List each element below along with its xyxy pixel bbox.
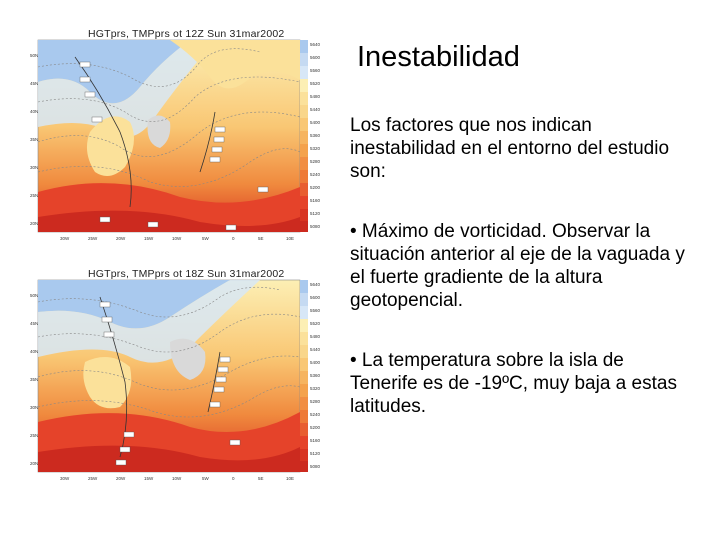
lon-tick: 10E [286, 476, 294, 481]
legend-label: 5640 [310, 282, 321, 287]
legend-label: 5240 [310, 172, 321, 177]
lon-tick: 10E [286, 236, 294, 241]
legend-label: 5600 [310, 55, 321, 60]
legend-label: 5600 [310, 295, 321, 300]
lon-tick: 5W [202, 236, 210, 241]
lat-tick: 35N [30, 377, 38, 382]
legend-label: 5320 [310, 386, 321, 391]
legend-label: 5080 [310, 224, 321, 229]
lon-tick: 25W [88, 236, 98, 241]
bullet-vorticity: • Máximo de vorticidad. Observar la situ… [350, 221, 685, 311]
color-legend [300, 40, 308, 232]
lat-tick: 20N [30, 221, 38, 226]
lat-tick: 50N [30, 53, 38, 58]
lon-tick: 30W [60, 236, 70, 241]
legend-label: 5240 [310, 412, 321, 417]
lon-tick: 5E [258, 476, 264, 481]
map-title: HGTprs, TMPprs ot 18Z Sun 31mar2002 [88, 268, 285, 280]
lat-tick: 50N [30, 293, 38, 298]
legend-label: 5160 [310, 198, 321, 203]
color-legend [300, 280, 308, 472]
legend-label: 5080 [310, 464, 321, 469]
legend-label: 5560 [310, 68, 321, 73]
legend-label: 5520 [310, 81, 321, 86]
legend-label: 5440 [310, 347, 321, 352]
lon-tick: 0 [232, 236, 235, 241]
lon-tick: 5E [258, 236, 264, 241]
weather-map-image: 5640 5600 5560 5520 5480 5440 5400 5360 … [30, 279, 321, 481]
lon-tick: 20W [116, 476, 126, 481]
lon-tick: 15W [144, 476, 154, 481]
lon-tick: 10W [172, 236, 182, 241]
lat-tick: 45N [30, 321, 38, 326]
slide-title: Inestabilidad [357, 41, 520, 73]
lat-tick: 40N [30, 109, 38, 114]
legend-label: 5120 [310, 211, 321, 216]
legend-label: 5440 [310, 107, 321, 112]
lon-tick: 0 [232, 476, 235, 481]
lat-tick: 20N [30, 461, 38, 466]
bullet-temperature: • La temperatura sobre la isla de Teneri… [350, 350, 677, 417]
legend-label: 5120 [310, 451, 321, 456]
intro-paragraph: Los factores que nos indican inestabilid… [350, 115, 670, 182]
weather-map-image: 5640 5600 5560 5520 5480 5440 5400 5360 … [30, 39, 321, 241]
lat-tick: 30N [30, 165, 38, 170]
lon-tick: 30W [60, 476, 70, 481]
legend-label: 5160 [310, 438, 321, 443]
legend-label: 5320 [310, 146, 321, 151]
lon-tick: 10W [172, 476, 182, 481]
legend-label: 5200 [310, 185, 321, 190]
legend-label: 5400 [310, 120, 321, 125]
lat-tick: 25N [30, 193, 38, 198]
lat-tick: 25N [30, 433, 38, 438]
lon-tick: 5W [202, 476, 210, 481]
map-panel-1: HGTprs, TMPprs ot 12Z Sun 31mar2002 [30, 22, 330, 252]
lat-tick: 40N [30, 349, 38, 354]
legend-label: 5360 [310, 373, 321, 378]
legend-label: 5480 [310, 334, 321, 339]
legend-label: 5480 [310, 94, 321, 99]
lat-tick: 45N [30, 81, 38, 86]
legend-label: 5360 [310, 133, 321, 138]
legend-label: 5520 [310, 321, 321, 326]
lon-tick: 15W [144, 236, 154, 241]
legend-label: 5280 [310, 159, 321, 164]
lat-tick: 35N [30, 137, 38, 142]
legend-label: 5280 [310, 399, 321, 404]
map-panel-2: HGTprs, TMPprs ot 18Z Sun 31mar2002 [30, 262, 330, 492]
map-title: HGTprs, TMPprs ot 12Z Sun 31mar2002 [88, 28, 285, 40]
legend-label: 5200 [310, 425, 321, 430]
legend-label: 5560 [310, 308, 321, 313]
lat-tick: 30N [30, 405, 38, 410]
legend-label: 5640 [310, 42, 321, 47]
lon-tick: 25W [88, 476, 98, 481]
legend-label: 5400 [310, 360, 321, 365]
lon-tick: 20W [116, 236, 126, 241]
